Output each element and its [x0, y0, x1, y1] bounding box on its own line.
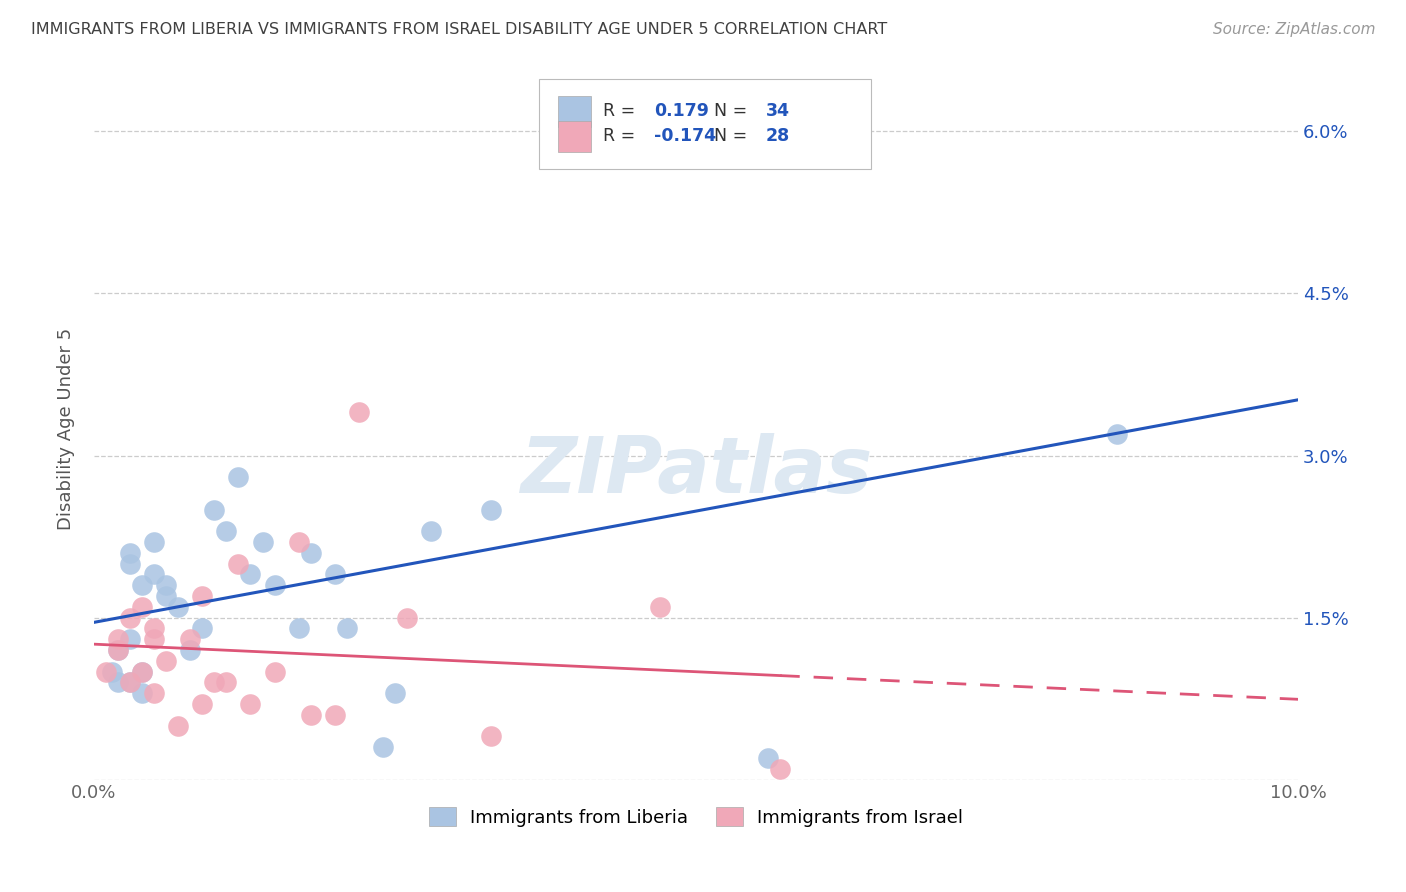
Legend: Immigrants from Liberia, Immigrants from Israel: Immigrants from Liberia, Immigrants from…	[422, 800, 970, 834]
Point	[118, 557, 141, 571]
Point	[299, 707, 322, 722]
Text: ZIPatlas: ZIPatlas	[520, 433, 872, 508]
Point	[191, 697, 214, 711]
Point	[118, 675, 141, 690]
Point	[228, 557, 250, 571]
Point	[239, 567, 262, 582]
Point	[648, 135, 671, 149]
FancyBboxPatch shape	[540, 78, 870, 169]
Point	[215, 675, 238, 690]
Point	[143, 686, 166, 700]
Point	[336, 621, 359, 635]
Point	[347, 405, 370, 419]
Point	[287, 621, 309, 635]
Point	[107, 643, 129, 657]
Point	[202, 502, 225, 516]
FancyBboxPatch shape	[558, 121, 592, 152]
Point	[155, 654, 177, 668]
Point	[371, 740, 394, 755]
Point	[131, 599, 153, 614]
Y-axis label: Disability Age Under 5: Disability Age Under 5	[58, 327, 75, 530]
Text: R =: R =	[603, 128, 641, 145]
Point	[131, 665, 153, 679]
Point	[769, 762, 792, 776]
Point	[263, 665, 285, 679]
Point	[323, 707, 346, 722]
Point	[252, 535, 274, 549]
Point	[107, 643, 129, 657]
Point	[479, 502, 502, 516]
Point	[118, 546, 141, 560]
Text: 0.179: 0.179	[654, 103, 709, 120]
Point	[118, 610, 141, 624]
Point	[239, 697, 262, 711]
Point	[155, 578, 177, 592]
Point	[131, 665, 153, 679]
Point	[131, 686, 153, 700]
Point	[179, 643, 201, 657]
Point	[756, 751, 779, 765]
Point	[118, 632, 141, 647]
Text: N =: N =	[714, 128, 752, 145]
Point	[143, 621, 166, 635]
Point	[107, 675, 129, 690]
Point	[384, 686, 406, 700]
Point	[228, 470, 250, 484]
FancyBboxPatch shape	[558, 95, 592, 127]
Point	[155, 589, 177, 603]
Text: 34: 34	[766, 103, 790, 120]
Point	[1107, 426, 1129, 441]
Point	[287, 535, 309, 549]
Point	[167, 718, 190, 732]
Point	[118, 675, 141, 690]
Point	[101, 665, 124, 679]
Text: -0.174: -0.174	[654, 128, 716, 145]
Point	[143, 535, 166, 549]
Point	[143, 632, 166, 647]
Text: N =: N =	[714, 103, 752, 120]
Point	[131, 578, 153, 592]
Point	[191, 589, 214, 603]
Point	[191, 621, 214, 635]
Text: IMMIGRANTS FROM LIBERIA VS IMMIGRANTS FROM ISRAEL DISABILITY AGE UNDER 5 CORRELA: IMMIGRANTS FROM LIBERIA VS IMMIGRANTS FR…	[31, 22, 887, 37]
Point	[107, 632, 129, 647]
Point	[215, 524, 238, 538]
Point	[323, 567, 346, 582]
Text: 28: 28	[766, 128, 790, 145]
Point	[263, 578, 285, 592]
Point	[420, 524, 443, 538]
Point	[143, 567, 166, 582]
Point	[94, 665, 117, 679]
Point	[299, 546, 322, 560]
Point	[167, 599, 190, 614]
Text: Source: ZipAtlas.com: Source: ZipAtlas.com	[1212, 22, 1375, 37]
Point	[179, 632, 201, 647]
Text: R =: R =	[603, 103, 641, 120]
Point	[648, 599, 671, 614]
Point	[395, 610, 418, 624]
Point	[479, 730, 502, 744]
Point	[202, 675, 225, 690]
